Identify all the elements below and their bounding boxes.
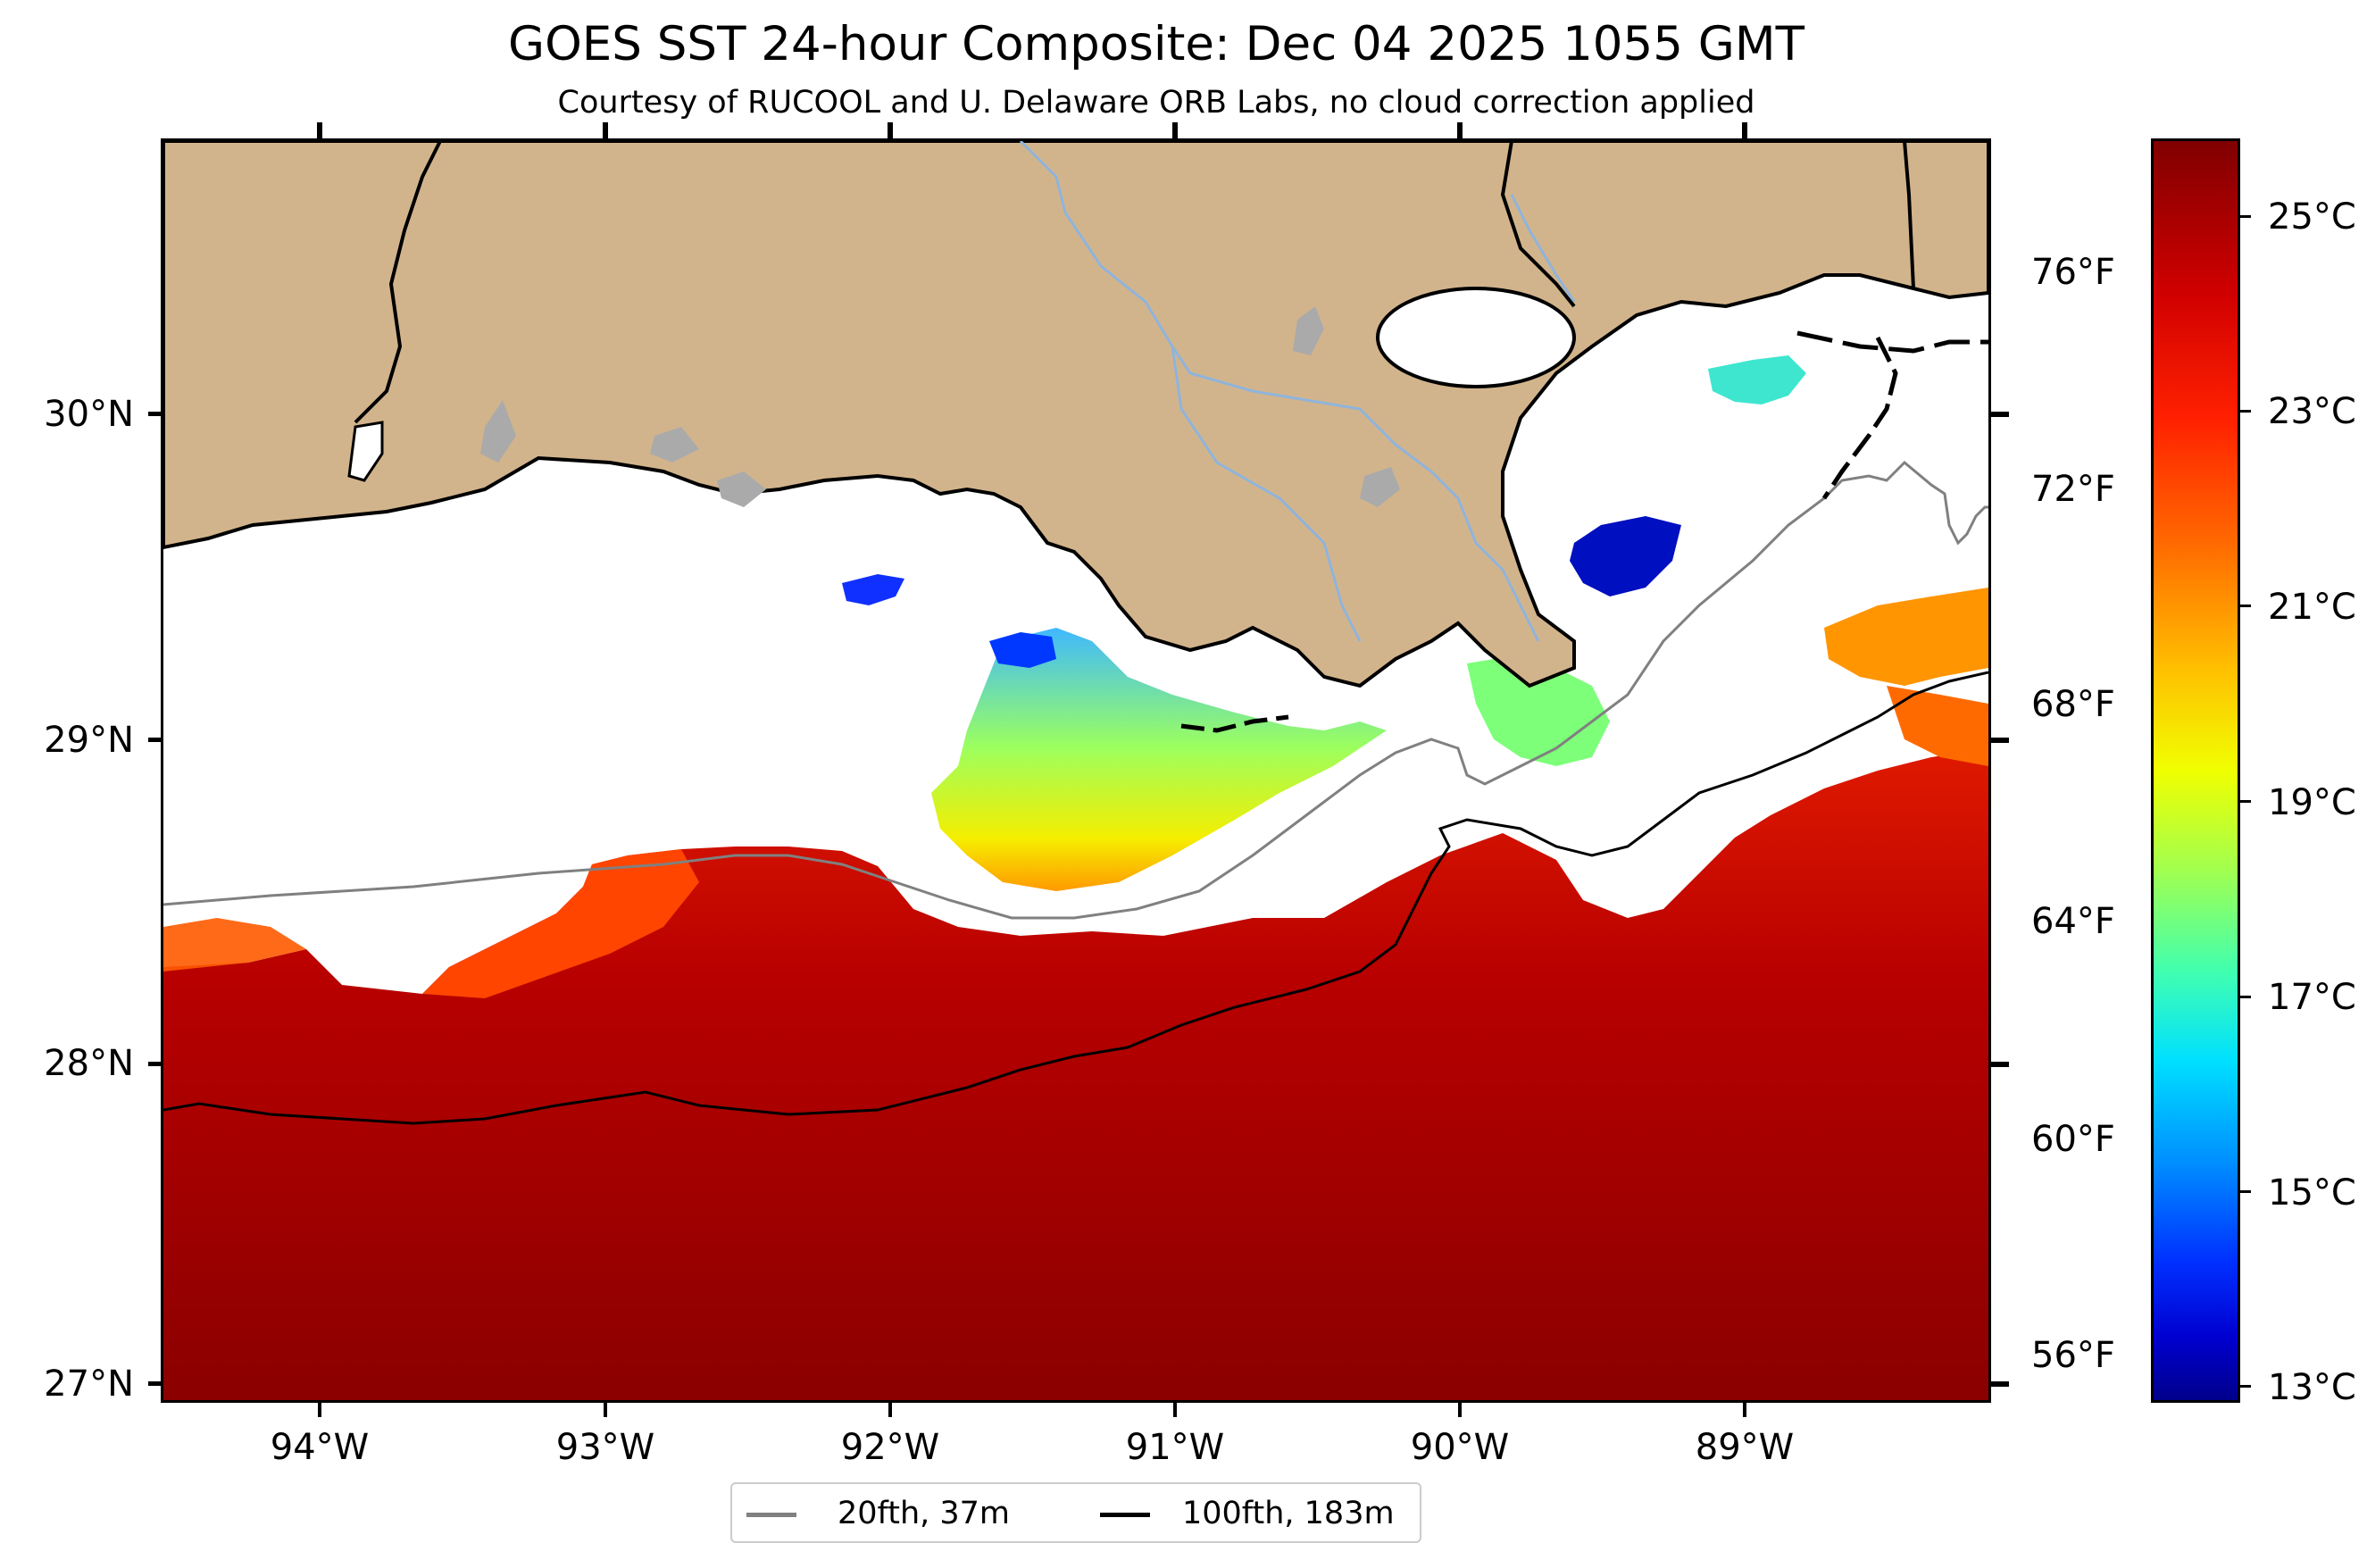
tick-left-28n <box>148 1062 161 1066</box>
c-label-25: 25°C <box>2268 196 2356 238</box>
f-label-64: 64°F <box>2031 901 2115 942</box>
cyan-patch-ne <box>1708 355 1806 405</box>
river-plume <box>931 628 1387 891</box>
small-lake-4 <box>717 471 766 507</box>
legend-swatch-20fth <box>746 1513 796 1517</box>
legend-swatch-100fth <box>1100 1513 1150 1517</box>
map-title: GOES SST 24-hour Composite: Dec 04 2025 … <box>508 17 1804 71</box>
east-orange-patch <box>1824 588 1988 686</box>
contour-20fth <box>163 460 1988 920</box>
f-label-76: 76°F <box>2031 252 2115 293</box>
tick-left-30n <box>148 412 161 416</box>
lon-label-92w: 92°W <box>840 1427 940 1468</box>
river-2 <box>1171 346 1362 642</box>
tick-bottom-94w <box>318 1403 321 1417</box>
tick-left-27n <box>148 1381 161 1386</box>
blue-plume-edge <box>989 632 1056 668</box>
cb-tick-13c <box>2240 1385 2251 1388</box>
cb-tick-15c <box>2240 1190 2251 1193</box>
cold-west-patch <box>842 574 904 605</box>
chandeleur-islands <box>1821 336 1898 500</box>
c-label-17: 17°C <box>2268 977 2356 1018</box>
c-label-23: 23°C <box>2268 391 2356 432</box>
cb-tick-25c <box>2240 215 2251 218</box>
small-lake-1 <box>1293 306 1324 355</box>
tick-top-92w <box>888 122 893 138</box>
f-label-72: 72°F <box>2031 469 2115 510</box>
cold-bay-patch <box>1570 516 1681 596</box>
legend-label-100fth: 100fth, 183m <box>1182 1496 1395 1531</box>
f-label-68: 68°F <box>2031 684 2115 725</box>
contour-100fth <box>163 671 1988 1125</box>
lon-label-94w: 94°W <box>270 1427 370 1468</box>
tick-bottom-91w <box>1173 1403 1177 1417</box>
sst-map[interactable] <box>161 138 1991 1403</box>
sst-map-canvas <box>163 141 1988 1400</box>
ms-sound-islands <box>1796 330 1988 354</box>
tick-right-27n <box>1991 1381 2009 1387</box>
tick-top-91w <box>1172 122 1178 138</box>
east-orange-patch-2 <box>1887 686 1988 766</box>
contour-legend: 20fth, 37m 100fth, 183m <box>730 1482 1421 1543</box>
lon-label-90w: 90°W <box>1410 1427 1510 1468</box>
tick-bottom-90w <box>1458 1403 1462 1417</box>
lat-label-28n: 28°N <box>44 1043 134 1084</box>
temperature-colorbar <box>2151 138 2240 1403</box>
tick-left-29n <box>148 738 161 742</box>
tick-right-30n <box>1991 412 2009 417</box>
c-label-13: 13°C <box>2268 1367 2356 1408</box>
tick-bottom-89w <box>1743 1403 1746 1417</box>
small-lake-5 <box>1360 467 1400 507</box>
state-border-tx-la <box>354 141 442 424</box>
coastal-islands-la <box>1180 714 1289 733</box>
lake-pontchartrain <box>1376 287 1576 388</box>
warm-fringe-2 <box>422 849 699 998</box>
tick-right-29n <box>1991 738 2009 743</box>
f-label-56: 56°F <box>2031 1335 2115 1376</box>
cb-tick-17c <box>2240 996 2251 998</box>
state-border-ms-al <box>1903 141 1915 289</box>
lat-label-27n: 27°N <box>44 1364 134 1405</box>
river-3 <box>1510 194 1576 303</box>
tick-bottom-92w <box>888 1403 892 1417</box>
cb-tick-21c <box>2240 605 2251 607</box>
f-label-60: 60°F <box>2031 1119 2115 1160</box>
map-subtitle: Courtesy of RUCOOL and U. Delaware ORB L… <box>557 85 1755 121</box>
warm-fringe <box>163 918 306 972</box>
legend-label-20fth: 20fth, 37m <box>838 1496 1011 1531</box>
sabine-lake <box>347 421 384 482</box>
tick-top-94w <box>317 122 322 138</box>
tick-right-28n <box>1991 1062 2009 1067</box>
green-plume-east <box>1467 655 1610 766</box>
lat-label-30n: 30°N <box>44 394 134 435</box>
c-label-21: 21°C <box>2268 587 2356 628</box>
lon-label-93w: 93°W <box>555 1427 655 1468</box>
tick-bottom-93w <box>604 1403 607 1417</box>
c-label-19: 19°C <box>2268 782 2356 823</box>
lon-label-89w: 89°W <box>1695 1427 1795 1468</box>
cb-tick-19c <box>2240 800 2251 803</box>
state-border-la-ms <box>1500 141 1576 308</box>
tick-top-93w <box>603 122 608 138</box>
land-area <box>163 141 1988 688</box>
tick-top-90w <box>1457 122 1463 138</box>
small-lake-2 <box>480 400 516 463</box>
mississippi-river <box>1019 141 1540 642</box>
tick-top-89w <box>1742 122 1747 138</box>
lat-label-29n: 29°N <box>44 720 134 761</box>
cb-tick-23c <box>2240 410 2251 413</box>
small-lake-3 <box>650 427 699 463</box>
lon-label-91w: 91°W <box>1125 1427 1225 1468</box>
c-label-15: 15°C <box>2268 1172 2356 1214</box>
